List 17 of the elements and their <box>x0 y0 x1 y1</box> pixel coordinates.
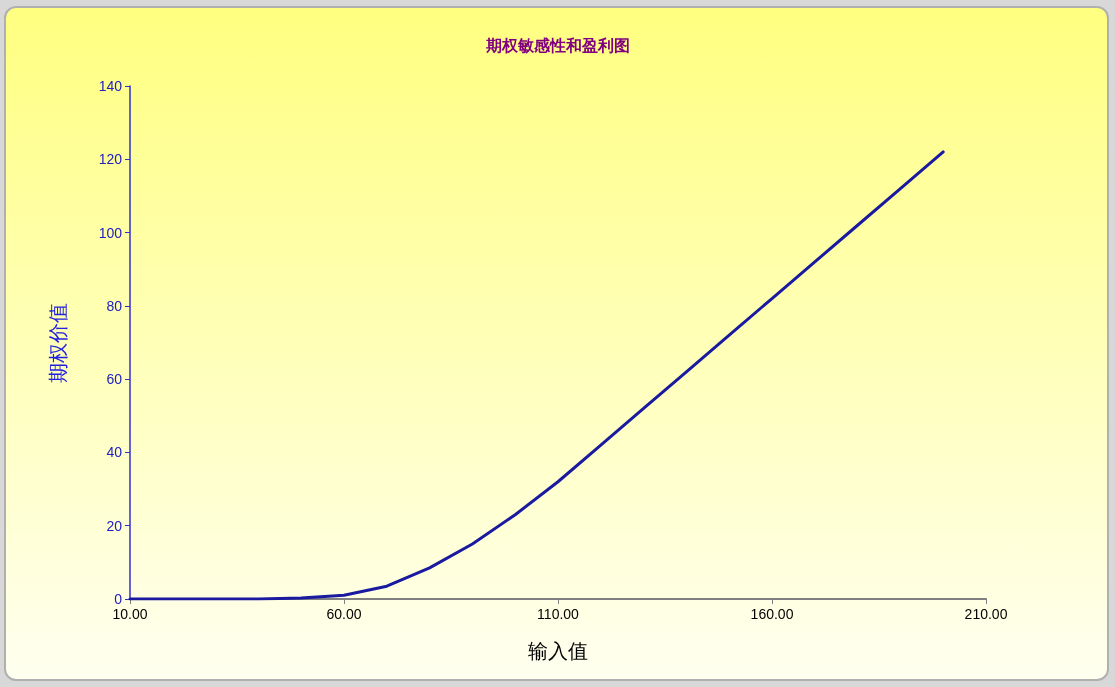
x-tick-label: 210.00 <box>964 606 1008 622</box>
y-tick-label: 80 <box>106 297 123 314</box>
y-tick-label: 60 <box>106 371 123 388</box>
x-tick-label: 160.00 <box>750 606 794 622</box>
y-tick-label: 40 <box>106 444 123 461</box>
line-series <box>128 150 945 601</box>
x-tick-label: 110.00 <box>537 606 580 622</box>
x-tick-label: 10.00 <box>112 606 148 622</box>
y-tick-label: 100 <box>98 224 123 241</box>
y-tick-label: 140 <box>98 78 123 94</box>
y-axis-title: 期权价值 <box>46 302 70 383</box>
x-tick-label: 60.00 <box>326 606 362 622</box>
x-axis-title: 输入值 <box>528 639 588 663</box>
y-tick-label: 20 <box>106 517 123 534</box>
y-tick-label: 120 <box>98 151 123 168</box>
y-tick-label: 0 <box>114 591 123 607</box>
chart-title: 期权敏感性和盈利图 <box>484 35 630 55</box>
